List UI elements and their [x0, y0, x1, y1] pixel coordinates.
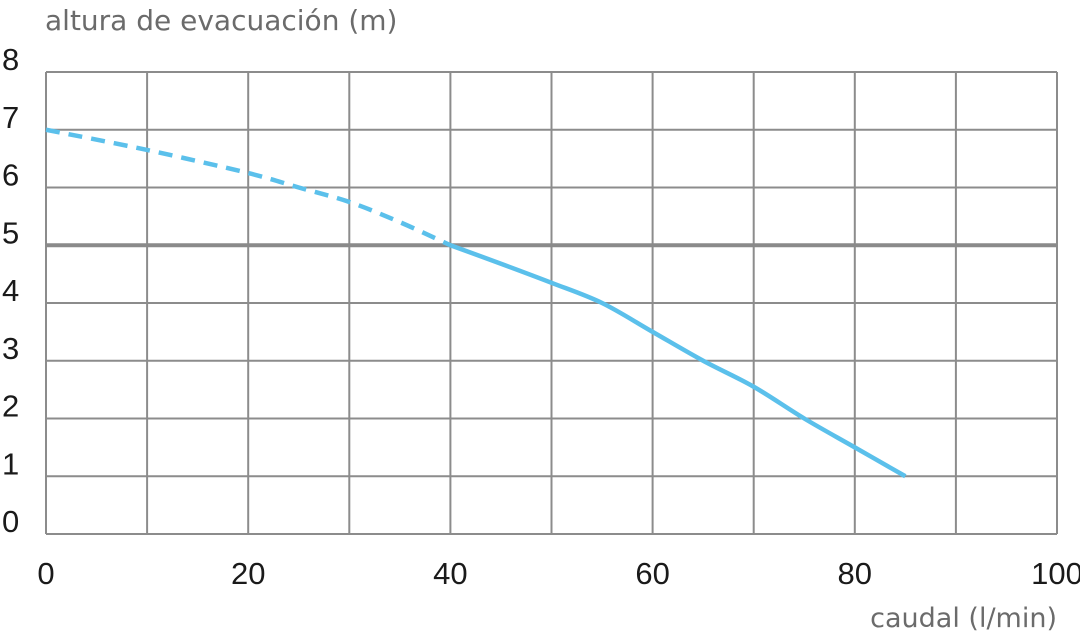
x-tick-label: 100 — [1031, 556, 1080, 591]
y-tick-label: 2 — [2, 389, 19, 424]
x-tick-label: 40 — [433, 556, 467, 591]
y-tick-label: 7 — [2, 100, 19, 135]
y-tick-label: 8 — [2, 42, 19, 77]
x-axis-title: caudal (l/min) — [870, 603, 1057, 634]
y-tick-label: 6 — [2, 158, 19, 193]
y-tick-label: 1 — [2, 446, 19, 481]
x-tick-label: 60 — [635, 556, 669, 591]
x-tick-label: 20 — [231, 556, 265, 591]
y-axis-title: altura de evacuación (m) — [45, 4, 397, 37]
performance-curve — [45, 127, 907, 479]
x-tick-labels: 0 20 40 60 80 100 — [37, 556, 1080, 591]
curve-solid-segment — [449, 243, 907, 479]
x-tick-label: 0 — [37, 556, 54, 591]
y-tick-label: 0 — [2, 504, 19, 539]
y-tick-label: 4 — [2, 273, 19, 308]
y-tick-labels: 0 1 2 3 4 5 6 7 8 — [2, 42, 19, 539]
y-tick-label: 3 — [2, 331, 19, 366]
y-tick-label: 5 — [2, 215, 19, 250]
x-tick-label: 80 — [838, 556, 872, 591]
grid — [45, 71, 1058, 535]
curve-dashed-segment — [45, 127, 452, 248]
